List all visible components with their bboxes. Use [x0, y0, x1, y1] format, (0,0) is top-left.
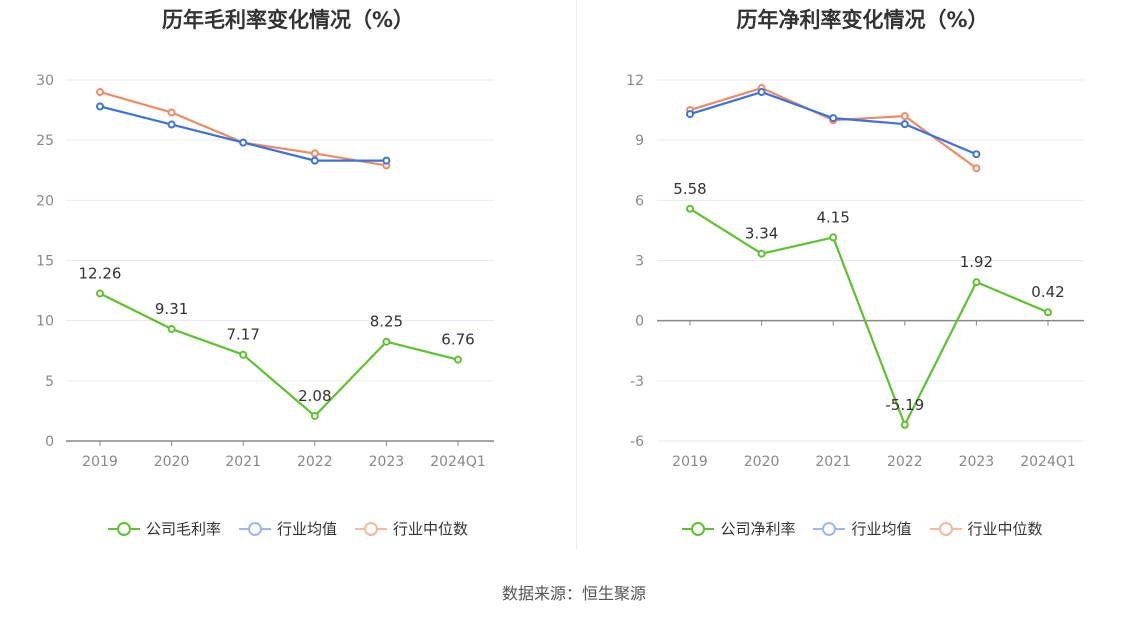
series-line-company — [689, 207, 1049, 426]
point-company — [167, 324, 176, 333]
series-line-median — [99, 90, 387, 167]
chart-legend: 公司净利率 行业均值 行业中位数 — [577, 518, 1148, 539]
y-tick-label: 25 — [36, 133, 54, 149]
data-label: 5.58 — [673, 180, 706, 198]
point-company — [1044, 308, 1052, 317]
x-tick-label: 2023 — [369, 454, 405, 470]
data-label: -5.19 — [885, 396, 924, 414]
panel-divider — [576, 0, 577, 550]
y-tick-label: -6 — [630, 434, 644, 450]
chart-title: 历年毛利率变化情况（%） — [161, 8, 415, 32]
point-company — [310, 411, 319, 420]
legend-marker-icon — [682, 521, 715, 536]
y-tick-label: 12 — [626, 73, 644, 89]
chart-legend: 公司毛利率 行业均值 行业中位数 — [0, 518, 576, 539]
x-tick-label: 2019 — [672, 454, 708, 470]
data-label: 8.25 — [370, 313, 403, 331]
point-median — [310, 149, 319, 158]
data-label: 7.17 — [226, 326, 259, 344]
x-tick-label: 2024Q1 — [430, 454, 486, 470]
y-tick-label: 0 — [635, 314, 644, 330]
point-avg — [757, 88, 766, 97]
data-label: 6.76 — [441, 331, 474, 349]
y-tick-label: 0 — [45, 434, 54, 450]
data-label: 2.08 — [298, 387, 331, 405]
point-median — [96, 88, 104, 97]
point-avg — [167, 120, 176, 129]
point-company — [96, 289, 104, 298]
point-median — [972, 164, 981, 173]
x-tick-label: 2023 — [959, 454, 995, 470]
legend-marker-icon — [107, 521, 140, 536]
x-tick-label: 2022 — [297, 454, 333, 470]
point-company — [454, 355, 462, 364]
data-label: 1.92 — [960, 253, 993, 271]
gross-margin-chart: 历年毛利率变化情况（%） 0 5 10 15 20 25 30 2019 2020 2021 202… — [0, 0, 576, 555]
data-label: 4.15 — [816, 208, 849, 226]
point-company — [686, 204, 694, 213]
legend-label: 行业均值 — [851, 520, 912, 538]
legend-label: 公司净利率 — [720, 520, 796, 538]
point-median — [900, 112, 909, 121]
point-avg — [382, 156, 391, 165]
y-tick-label: 10 — [36, 314, 54, 330]
data-source: 数据来源：恒生聚源 — [501, 584, 646, 603]
point-avg — [829, 114, 838, 123]
point-company — [239, 350, 248, 359]
legend-item-median[interactable]: 行业中位数 — [929, 518, 1043, 539]
y-tick-label: 6 — [635, 193, 644, 209]
point-avg — [96, 102, 104, 111]
legend-item-company[interactable]: 公司净利率 — [682, 518, 795, 539]
y-tick-label: 20 — [36, 193, 54, 209]
legend-label: 行业中位数 — [393, 520, 469, 538]
legend-item-avg[interactable]: 行业均值 — [813, 518, 912, 539]
net-margin-plot: -6 -3 0 3 6 9 12 2019 2020 2021 2022 2023 2024Q1 5.58… — [626, 73, 1084, 470]
legend-marker-icon — [355, 521, 387, 536]
point-avg — [900, 120, 909, 129]
y-tick-label: -3 — [630, 374, 644, 390]
x-tick-label: 2022 — [887, 454, 923, 470]
y-tick-label: 9 — [635, 133, 644, 149]
legend-item-median[interactable]: 行业中位数 — [355, 518, 468, 539]
point-company — [757, 249, 766, 258]
y-tick-label: 15 — [36, 254, 54, 270]
gross-margin-plot: 0 5 10 15 20 25 30 2019 2020 2021 2022 2023 2024Q1 12… — [36, 73, 494, 470]
legend-marker-icon — [813, 521, 846, 536]
legend-label: 公司毛利率 — [145, 520, 221, 538]
data-label: 0.42 — [1031, 283, 1064, 301]
point-avg — [310, 156, 319, 165]
x-tick-label: 2020 — [744, 454, 780, 470]
point-avg — [972, 150, 981, 159]
data-label: 3.34 — [745, 225, 778, 243]
legend-marker-icon — [238, 521, 271, 536]
point-avg — [686, 110, 694, 119]
legend-label: 行业中位数 — [967, 520, 1043, 538]
series-line-company — [99, 292, 459, 418]
point-avg — [239, 138, 248, 147]
legend-label: 行业均值 — [276, 520, 337, 538]
legend-item-avg[interactable]: 行业均值 — [238, 518, 337, 539]
point-company — [829, 233, 838, 242]
y-tick-label: 30 — [36, 73, 54, 89]
x-tick-label: 2021 — [815, 454, 851, 470]
point-company — [900, 420, 909, 429]
net-margin-chart: 历年净利率变化情况（%） -6 -3 0 3 6 9 12 2019 2020 2021 2022 2… — [577, 0, 1148, 555]
chart-title: 历年净利率变化情况（%） — [736, 8, 989, 32]
x-tick-label: 2020 — [154, 454, 190, 470]
y-tick-label: 3 — [635, 254, 644, 270]
legend-marker-icon — [929, 521, 962, 536]
series-line-avg — [99, 105, 387, 162]
y-tick-label: 5 — [45, 374, 54, 390]
x-tick-label: 2021 — [225, 454, 261, 470]
data-label: 12.26 — [79, 264, 122, 282]
data-label: 9.31 — [155, 300, 188, 318]
x-tick-label: 2024Q1 — [1020, 454, 1076, 470]
legend-item-company[interactable]: 公司毛利率 — [107, 518, 221, 539]
x-tick-label: 2019 — [82, 454, 118, 470]
point-median — [167, 108, 176, 117]
point-company — [972, 278, 981, 287]
point-company — [382, 337, 391, 346]
